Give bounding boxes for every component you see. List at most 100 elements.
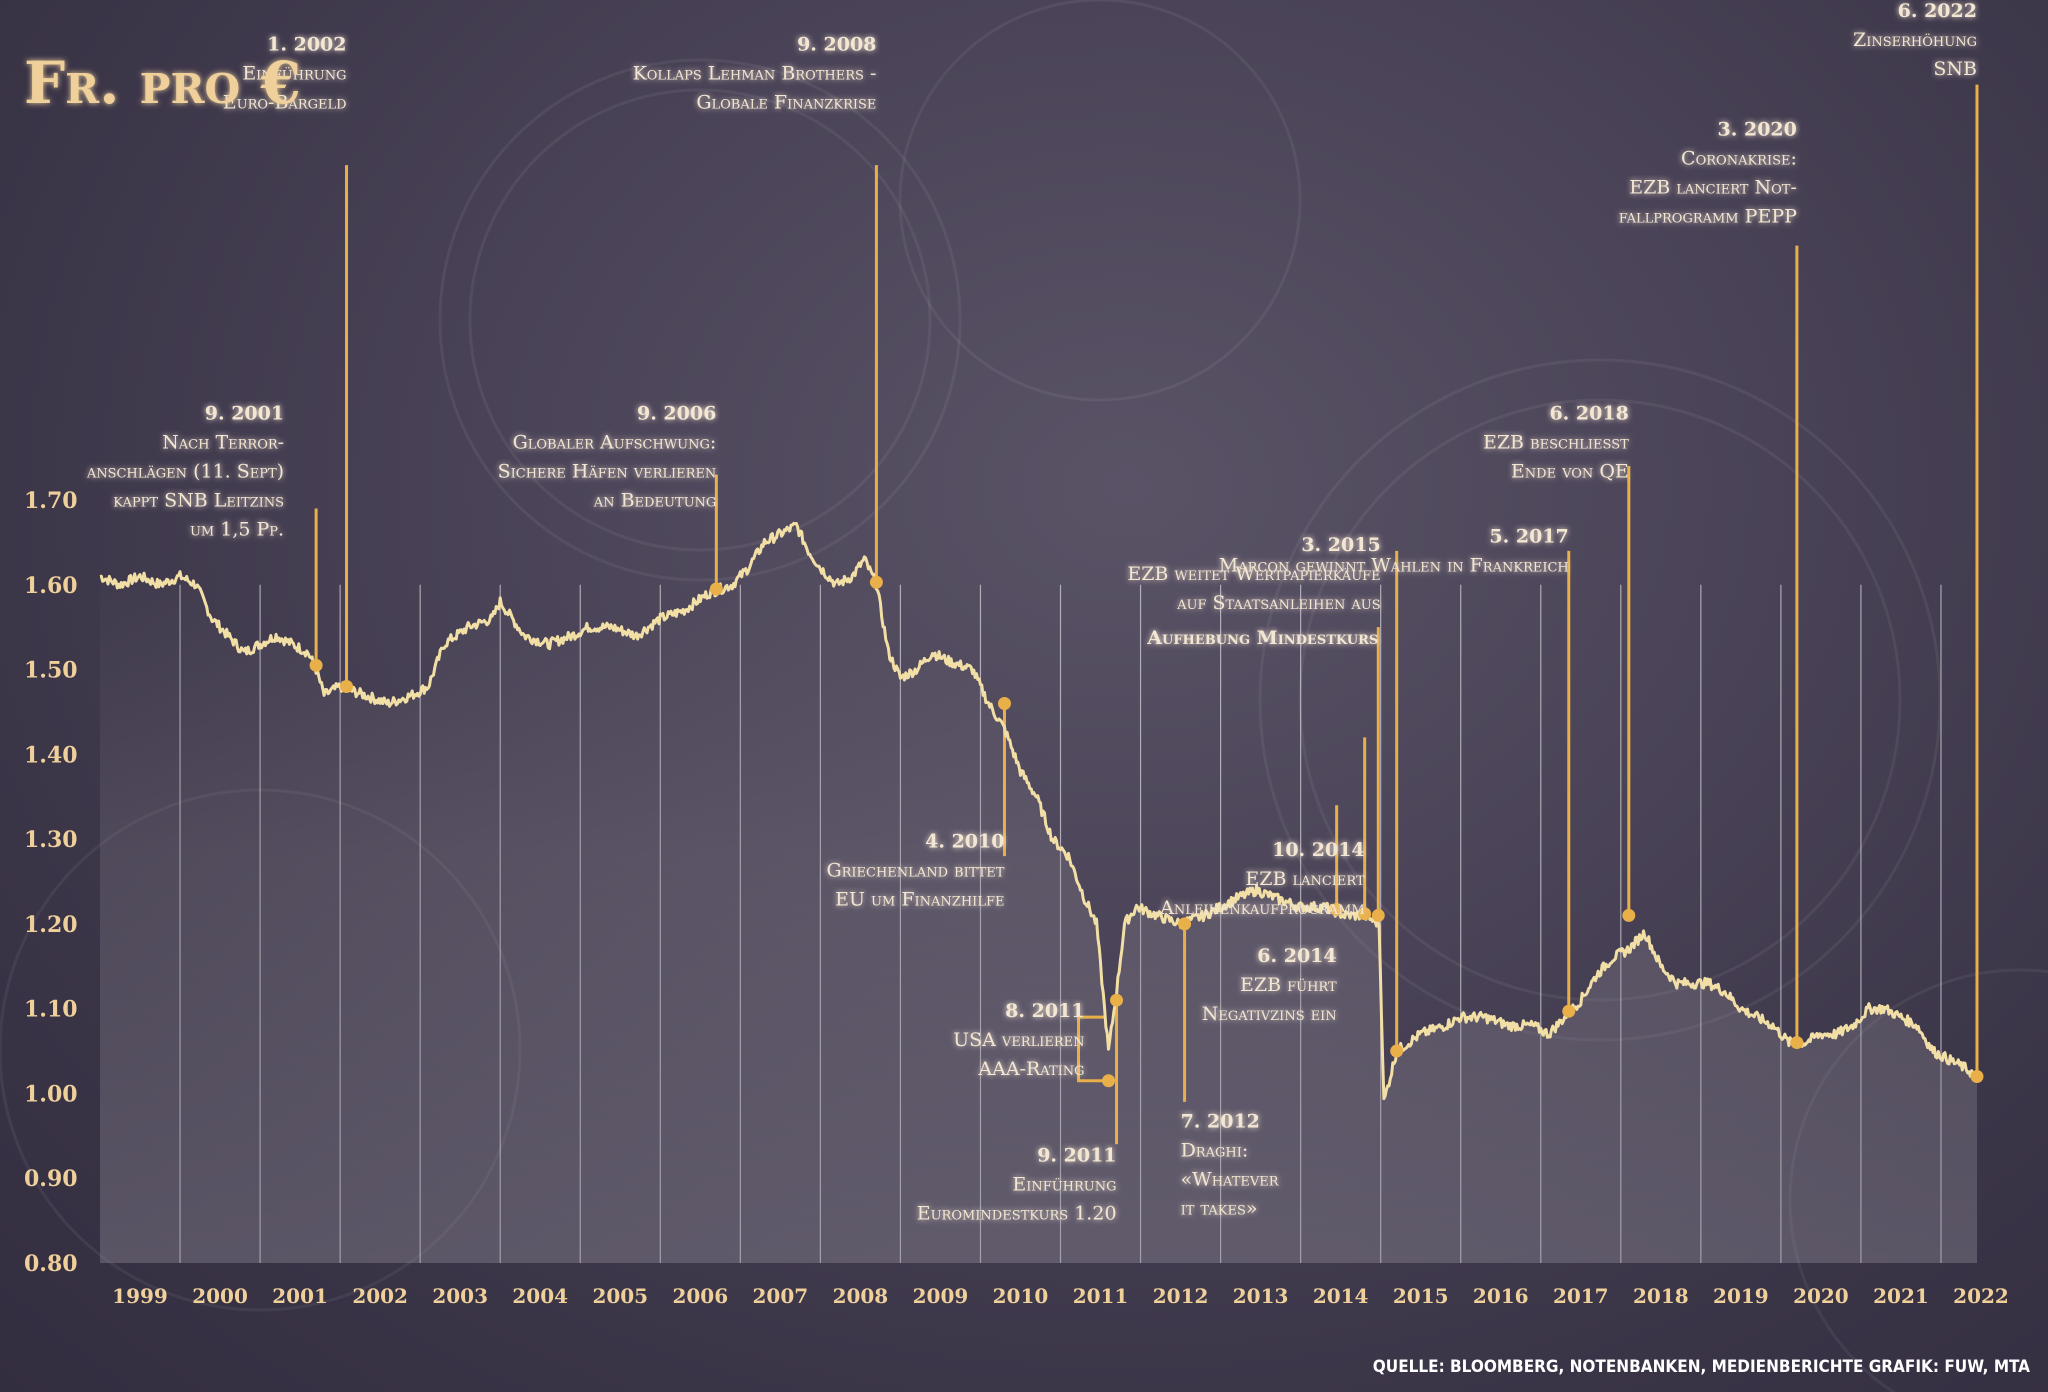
annotation-dot <box>309 658 323 672</box>
x-tick-label: 2012 <box>1153 1284 1209 1308</box>
annotation-text: 8. 2011 <box>1005 1000 1084 1022</box>
annotation-text: Zinserhöhung <box>1853 29 1977 51</box>
area-fill <box>100 523 1977 1263</box>
annotation-text: 1. 2002 <box>267 34 346 56</box>
x-axis-tick-labels: 1999 2000 2001 2002 2003 2004 2005 2006 2007 2008… <box>112 1284 2009 1308</box>
x-tick-label: 2010 <box>993 1284 1049 1308</box>
y-tick-label: 1.40 <box>24 742 78 768</box>
annotation-text: Ende von QE <box>1511 460 1629 482</box>
annotation-dot <box>1358 907 1372 921</box>
annotation-dot <box>1371 908 1385 922</box>
annotation-dot <box>1970 1069 1984 1083</box>
x-tick-label: 1999 <box>112 1284 168 1308</box>
annotation-text: Griechenland bittet <box>826 860 1004 882</box>
annotation-markers <box>309 575 1984 1088</box>
annotation-dot <box>997 696 1011 710</box>
annotation-text: EZB lanciert <box>1245 868 1365 890</box>
annotation-dot <box>1330 902 1344 916</box>
annotation-text: kappt SNB Leitzins <box>113 489 284 511</box>
x-tick-label: 2005 <box>592 1284 648 1308</box>
annotation-text: EU um Finanzhilfe <box>835 889 1004 911</box>
annotation-text: Negativzins ein <box>1202 1003 1337 1025</box>
x-tick-label: 2003 <box>432 1284 488 1308</box>
annotation-dot <box>1110 993 1124 1007</box>
annotation-text: it takes» <box>1181 1197 1258 1219</box>
x-tick-label: 2018 <box>1633 1284 1689 1308</box>
x-tick-label: 2002 <box>352 1284 408 1308</box>
annotation-text: AAA-Rating <box>977 1058 1084 1080</box>
annotation-text: 6. 2018 <box>1549 402 1628 424</box>
x-tick-label: 2008 <box>833 1284 889 1308</box>
y-tick-label: 0.80 <box>24 1251 78 1277</box>
annotation-text: 6. 2022 <box>1898 0 1977 22</box>
annotation-labels: 9. 2001 Nach Terror-anschlägen (11. Sept)… <box>86 0 1977 1224</box>
x-tick-label: 2017 <box>1553 1284 1609 1308</box>
annotation-text: Globale Finanzkrise <box>696 92 876 114</box>
x-tick-label: 2013 <box>1233 1284 1289 1308</box>
y-axis-tick-labels: 1.70 1.60 1.50 1.40 1.30 1.20 1.10 1.00 0.90 0.80 <box>24 488 78 1277</box>
annotation-dot <box>340 680 354 694</box>
x-tick-label: 2000 <box>192 1284 248 1308</box>
annotation-text: 9. 2006 <box>637 402 716 424</box>
source-credit: QUELLE: BLOOMBERG, NOTENBANKEN, MEDIENBE… <box>1373 1357 2030 1377</box>
chart-title: Fr. pro € <box>24 49 301 117</box>
x-tick-label: 2021 <box>1873 1284 1929 1308</box>
annotation-dot <box>709 582 723 596</box>
annotation-leader-lines <box>314 84 1979 1145</box>
annotation-text: EZB beschliesst <box>1483 431 1629 453</box>
annotation-text: EZB lanciert Not- <box>1629 176 1797 198</box>
y-tick-label: 1.50 <box>24 658 78 684</box>
x-tick-label: 2020 <box>1793 1284 1849 1308</box>
y-tick-label: 1.00 <box>24 1081 78 1107</box>
annotation-text: Anleihenkaufprogramm <box>1159 897 1364 919</box>
series-line-eurchf <box>99 521 1979 1101</box>
y-tick-label: 1.70 <box>24 488 78 514</box>
x-tick-label: 2001 <box>272 1284 328 1308</box>
x-tick-label: 2019 <box>1713 1284 1769 1308</box>
annotation-text: 9. 2001 <box>205 402 284 424</box>
annotation-text: SNB <box>1933 58 1977 80</box>
annotation-text: Globaler Aufschwung: <box>513 431 717 453</box>
annotation-dot <box>869 575 883 589</box>
annotation-text: 9. 2008 <box>797 34 876 56</box>
annotation-text: Marcon gewinnt Wahlen in Frankreich <box>1219 554 1569 576</box>
annotation-dot <box>1390 1044 1404 1058</box>
annotation-text: Draghi: <box>1181 1139 1249 1161</box>
x-tick-label: 2009 <box>913 1284 969 1308</box>
leader-line <box>1077 1015 1109 1083</box>
annotation-text: fallprogramm PEPP <box>1619 205 1797 227</box>
annotation-dot <box>1790 1036 1804 1050</box>
annotation-dot <box>1178 917 1192 931</box>
annotation-text: 7. 2012 <box>1181 1110 1260 1132</box>
annotation-text: Kollaps Lehman Brothers - <box>633 63 877 85</box>
annotation-text: EZB weitet Wertpapierkäufe <box>1127 563 1380 585</box>
x-tick-label: 2004 <box>512 1284 568 1308</box>
annotation-text: Einführung <box>1012 1173 1116 1195</box>
x-tick-label: 2015 <box>1393 1284 1449 1308</box>
annotation-text: 4. 2010 <box>925 831 1004 853</box>
annotation-text: 6. 2014 <box>1257 945 1336 967</box>
annotation-dot <box>1562 1004 1576 1018</box>
x-tick-label: 2006 <box>672 1284 728 1308</box>
annotation-text: an Bedeutung <box>593 489 717 511</box>
x-tick-label: 2016 <box>1473 1284 1529 1308</box>
annotation-text: 10. 2014 <box>1272 839 1365 861</box>
annotation-text: Coronakrise: <box>1681 147 1797 169</box>
annotation-text: Sichere Häfen verlieren <box>498 460 717 482</box>
annotation-text: «Whatever <box>1181 1168 1280 1190</box>
annotation-text: um 1,5 Pp. <box>190 518 284 540</box>
y-tick-label: 1.30 <box>24 827 78 853</box>
annotation-text: 3. 2015 <box>1301 534 1380 556</box>
annotation-text: Euromindestkurs 1.20 <box>917 1202 1117 1224</box>
x-tick-label: 2022 <box>1953 1284 2009 1308</box>
x-tick-label: 2011 <box>1073 1284 1129 1308</box>
annotation-text: auf Staatsanleihen aus <box>1176 592 1381 614</box>
y-tick-label: 1.60 <box>24 573 78 599</box>
annotation-text: USA verlieren <box>953 1029 1084 1051</box>
annotation-text: 9. 2011 <box>1037 1144 1116 1166</box>
annotation-dot <box>1102 1074 1116 1088</box>
annotation-text: 3. 2020 <box>1718 118 1797 140</box>
annotation-text: EZB führt <box>1240 974 1337 996</box>
